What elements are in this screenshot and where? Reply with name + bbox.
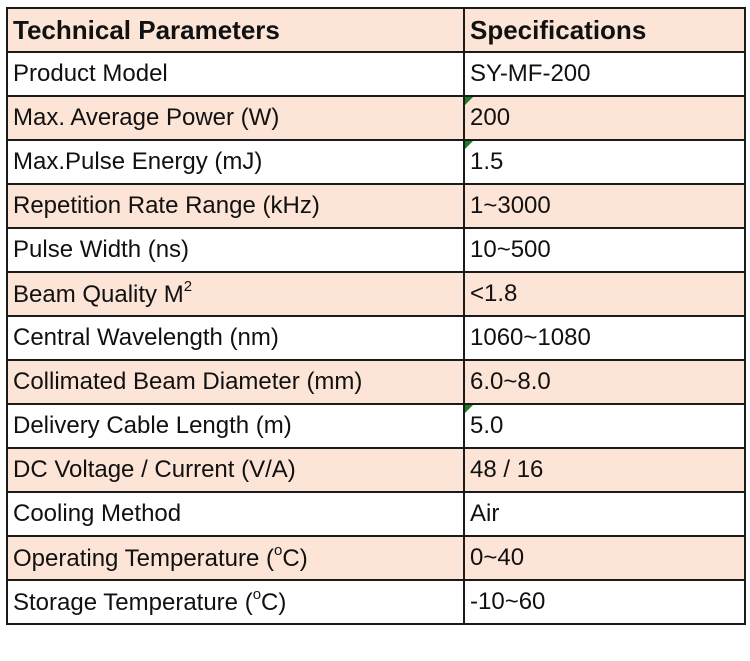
table-row: Cooling Method Air xyxy=(6,491,746,537)
table-row: Beam Quality M2 <1.8 xyxy=(6,271,746,317)
table-row: Collimated Beam Diameter (mm) 6.0~8.0 xyxy=(6,359,746,405)
parameter-cell: Collimated Beam Diameter (mm) xyxy=(6,359,465,405)
value-cell: -10~60 xyxy=(463,579,746,625)
value-cell: 5.0 xyxy=(463,403,746,449)
parameter-text: Operating Temperature ( xyxy=(13,544,275,572)
value-cell: 1.5 xyxy=(463,139,746,185)
parameter-cell: Max. Average Power (W) xyxy=(6,95,465,141)
table-row: Max.Pulse Energy (mJ) 1.5 xyxy=(6,139,746,185)
table-row: Product Model SY-MF-200 xyxy=(6,51,746,97)
parameter-cell: Operating Temperature (oC) xyxy=(6,535,465,581)
header-technical-parameters: Technical Parameters xyxy=(6,7,465,53)
table-row: Central Wavelength (nm) 1060~1080 xyxy=(6,315,746,361)
parameter-cell: Pulse Width (ns) xyxy=(6,227,465,273)
value-cell: 0~40 xyxy=(463,535,746,581)
value-cell: 48 / 16 xyxy=(463,447,746,493)
value-cell: 1060~1080 xyxy=(463,315,746,361)
value-cell: SY-MF-200 xyxy=(463,51,746,97)
value-cell: <1.8 xyxy=(463,271,746,317)
parameter-cell: Max.Pulse Energy (mJ) xyxy=(6,139,465,185)
parameter-cell: Delivery Cable Length (m) xyxy=(6,403,465,449)
header-row: Technical Parameters Specifications xyxy=(6,7,746,53)
value-cell: 10~500 xyxy=(463,227,746,273)
parameter-cell: Cooling Method xyxy=(6,491,465,537)
parameter-cell: DC Voltage / Current (V/A) xyxy=(6,447,465,493)
parameter-text: Storage Temperature ( xyxy=(13,588,253,616)
parameter-text-after: C) xyxy=(282,544,308,572)
superscript: 2 xyxy=(183,277,193,295)
parameter-text: Beam Quality M xyxy=(13,280,184,308)
table-row: Max. Average Power (W) 200 xyxy=(6,95,746,141)
value-cell: Air xyxy=(463,491,746,537)
parameter-cell: Repetition Rate Range (kHz) xyxy=(6,183,465,229)
value-cell: 200 xyxy=(463,95,746,141)
parameter-cell: Beam Quality M2 xyxy=(6,271,465,317)
parameter-text-after: C) xyxy=(261,588,287,616)
superscript: o xyxy=(274,541,283,559)
superscript: o xyxy=(252,585,262,603)
value-cell: 1~3000 xyxy=(463,183,746,229)
table-row: DC Voltage / Current (V/A) 48 / 16 xyxy=(6,447,746,493)
parameter-cell: Central Wavelength (nm) xyxy=(6,315,465,361)
header-specifications: Specifications xyxy=(463,7,746,53)
table-row: Delivery Cable Length (m) 5.0 xyxy=(6,403,746,449)
table-row: Pulse Width (ns) 10~500 xyxy=(6,227,746,273)
table-row: Repetition Rate Range (kHz) 1~3000 xyxy=(6,183,746,229)
spec-table: Technical Parameters Specifications Prod… xyxy=(6,7,746,625)
table-row: Operating Temperature (oC) 0~40 xyxy=(6,535,746,581)
table-row: Storage Temperature (oC) -10~60 xyxy=(6,579,746,625)
value-cell: 6.0~8.0 xyxy=(463,359,746,405)
parameter-cell: Product Model xyxy=(6,51,465,97)
parameter-cell: Storage Temperature (oC) xyxy=(6,579,465,625)
